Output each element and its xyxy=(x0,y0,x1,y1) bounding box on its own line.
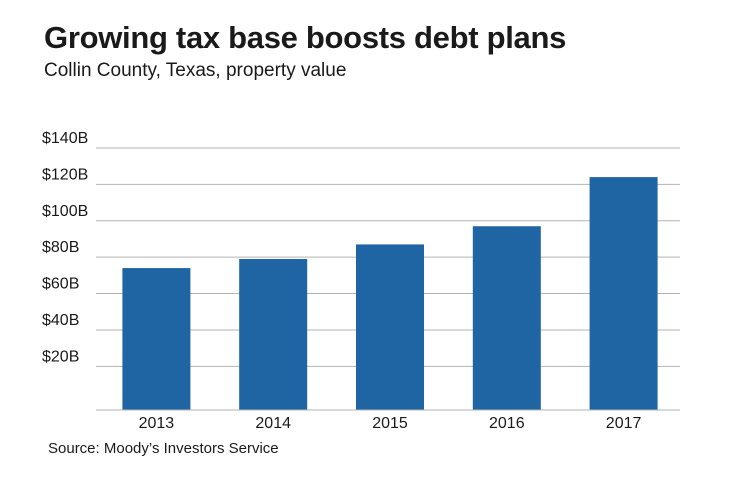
bar-2016 xyxy=(472,226,541,410)
x-tick-label: 2014 xyxy=(255,415,291,432)
bars xyxy=(122,177,658,410)
y-tick-label: $100B xyxy=(42,203,88,220)
y-tick-label: $140B xyxy=(42,130,88,147)
y-tick-label: $20B xyxy=(42,348,79,365)
y-tick-label: $80B xyxy=(42,239,79,256)
x-axis-tick-labels: 2013 2014 2015 2016 2017 xyxy=(139,415,642,432)
chart-subtitle: Collin County, Texas, property value xyxy=(44,60,347,81)
x-tick-label: 2016 xyxy=(489,415,525,432)
x-tick-label: 2015 xyxy=(372,415,408,432)
x-tick-label: 2017 xyxy=(606,415,642,432)
source-note: Source: Moody’s Investors Service xyxy=(48,440,279,457)
chart-title: Growing tax base boosts debt plans xyxy=(44,20,567,55)
x-tick-label: 2013 xyxy=(139,415,175,432)
bar-2014 xyxy=(239,258,308,410)
bar-2017 xyxy=(589,177,658,410)
y-axis-tick-labels: $20B $40B $60B $80B $100B $120B $140B xyxy=(42,130,88,365)
y-tick-label: $60B xyxy=(42,276,79,293)
y-tick-label: $40B xyxy=(42,312,79,329)
bar-2013 xyxy=(122,268,191,410)
y-tick-label: $120B xyxy=(42,166,88,183)
bar-2015 xyxy=(356,244,424,410)
